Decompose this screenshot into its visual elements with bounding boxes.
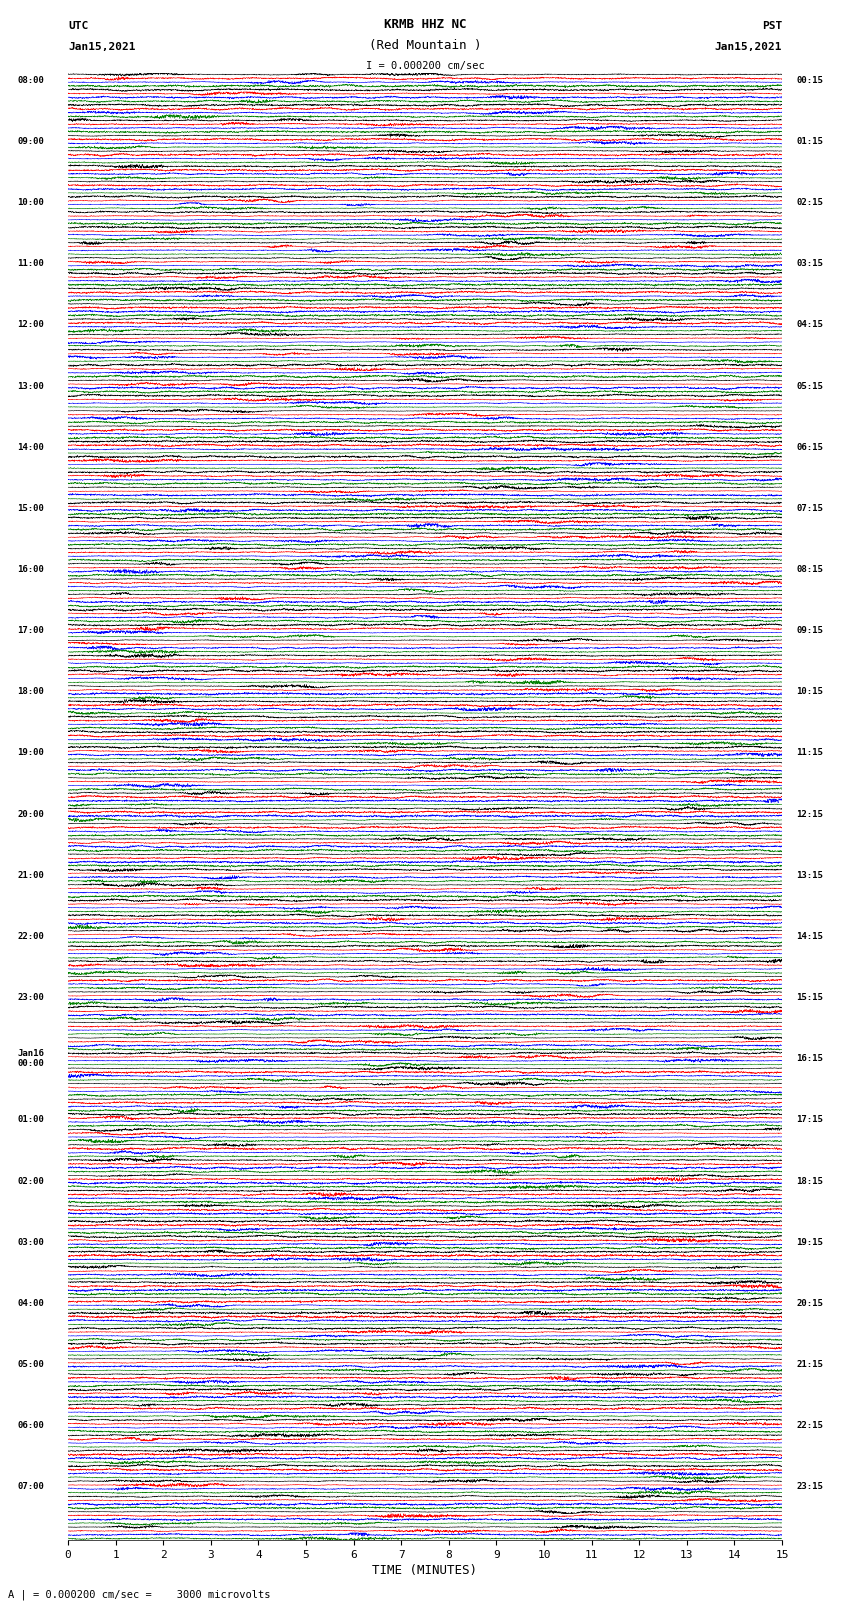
Text: 08:15: 08:15 [796, 565, 823, 574]
Text: 07:00: 07:00 [17, 1482, 44, 1492]
Text: I = 0.000200 cm/sec: I = 0.000200 cm/sec [366, 61, 484, 71]
Text: 20:15: 20:15 [796, 1298, 823, 1308]
Text: 18:00: 18:00 [17, 687, 44, 697]
Text: 15:00: 15:00 [17, 503, 44, 513]
Text: A | = 0.000200 cm/sec =    3000 microvolts: A | = 0.000200 cm/sec = 3000 microvolts [8, 1589, 271, 1600]
Text: 23:15: 23:15 [796, 1482, 823, 1492]
Text: 09:00: 09:00 [17, 137, 44, 145]
Text: Jan16
00:00: Jan16 00:00 [17, 1048, 44, 1068]
Text: Jan15,2021: Jan15,2021 [715, 42, 782, 52]
Text: 16:15: 16:15 [796, 1055, 823, 1063]
Text: 03:15: 03:15 [796, 260, 823, 268]
Text: 02:00: 02:00 [17, 1176, 44, 1186]
Text: 05:15: 05:15 [796, 382, 823, 390]
Text: 10:00: 10:00 [17, 198, 44, 206]
Text: 07:15: 07:15 [796, 503, 823, 513]
Text: UTC: UTC [68, 21, 88, 32]
Text: 22:15: 22:15 [796, 1421, 823, 1431]
Text: 06:15: 06:15 [796, 442, 823, 452]
Text: 21:00: 21:00 [17, 871, 44, 879]
Text: 11:00: 11:00 [17, 260, 44, 268]
Text: 05:00: 05:00 [17, 1360, 44, 1369]
Text: 19:00: 19:00 [17, 748, 44, 758]
Text: 14:15: 14:15 [796, 932, 823, 940]
Text: 15:15: 15:15 [796, 994, 823, 1002]
Text: 04:00: 04:00 [17, 1298, 44, 1308]
Text: 10:15: 10:15 [796, 687, 823, 697]
Text: 01:00: 01:00 [17, 1116, 44, 1124]
Text: 18:15: 18:15 [796, 1176, 823, 1186]
Text: 14:00: 14:00 [17, 442, 44, 452]
Text: 08:00: 08:00 [17, 76, 44, 85]
Text: 22:00: 22:00 [17, 932, 44, 940]
Text: 01:15: 01:15 [796, 137, 823, 145]
Text: PST: PST [762, 21, 782, 32]
Text: 13:00: 13:00 [17, 382, 44, 390]
Text: 06:00: 06:00 [17, 1421, 44, 1431]
Text: KRMB HHZ NC: KRMB HHZ NC [383, 18, 467, 32]
Text: 16:00: 16:00 [17, 565, 44, 574]
Text: 19:15: 19:15 [796, 1237, 823, 1247]
Text: 12:00: 12:00 [17, 321, 44, 329]
Text: 11:15: 11:15 [796, 748, 823, 758]
Text: 04:15: 04:15 [796, 321, 823, 329]
Text: Jan15,2021: Jan15,2021 [68, 42, 135, 52]
Text: 12:15: 12:15 [796, 810, 823, 819]
Text: 00:15: 00:15 [796, 76, 823, 85]
Text: 02:15: 02:15 [796, 198, 823, 206]
Text: 03:00: 03:00 [17, 1237, 44, 1247]
Text: 21:15: 21:15 [796, 1360, 823, 1369]
Text: 09:15: 09:15 [796, 626, 823, 636]
X-axis label: TIME (MINUTES): TIME (MINUTES) [372, 1565, 478, 1578]
Text: 20:00: 20:00 [17, 810, 44, 819]
Text: 13:15: 13:15 [796, 871, 823, 879]
Text: (Red Mountain ): (Red Mountain ) [369, 39, 481, 52]
Text: 23:00: 23:00 [17, 994, 44, 1002]
Text: 17:15: 17:15 [796, 1116, 823, 1124]
Text: 17:00: 17:00 [17, 626, 44, 636]
